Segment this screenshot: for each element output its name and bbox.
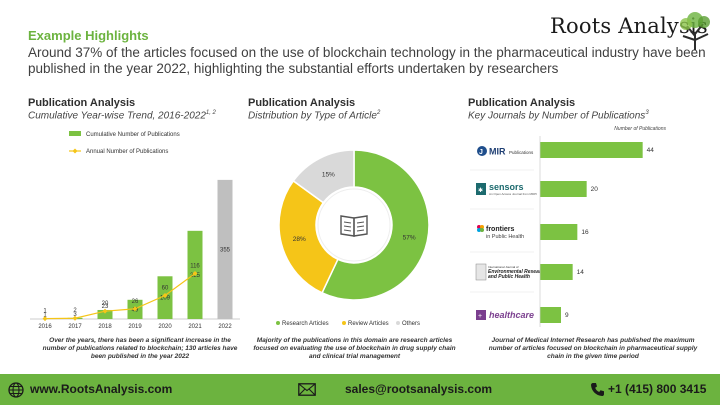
journals-panel-subtitle: Key Journals by Number of Publications3 (468, 110, 649, 122)
type-panel-subtitle: Distribution by Type of Article2 (248, 110, 381, 122)
page-headline: Around 37% of the articles focused on th… (28, 45, 706, 76)
trend-panel-subtitle: Cumulative Year-wise Trend, 2016-20221, … (28, 110, 216, 122)
legend-dot-others (396, 321, 400, 325)
legend-marker-annual (72, 148, 78, 154)
svg-text:healthcare: healthcare (489, 310, 534, 320)
slice-research-articles (321, 149, 430, 301)
journal-logo-sensors: ✱ sensors An Open Access Journal from MD… (476, 182, 537, 196)
point-annual-2019 (132, 306, 138, 312)
label-annual-2019: 26 (132, 299, 139, 305)
journal-logo-ijerph: International Journal of Environmental R… (475, 263, 547, 281)
bar-cumulative-2022 (217, 179, 233, 319)
line-annual (44, 273, 196, 320)
journal-logo-frontiers: frontiers in Public Health (477, 225, 524, 240)
label-cumulative-2018: 23 (102, 304, 109, 310)
globe-icon (8, 382, 24, 398)
legend-swatch-cumulative (69, 131, 81, 136)
book-icon (340, 215, 368, 237)
x-tick-2018: 2018 (98, 324, 112, 330)
point-annual-2020 (162, 292, 168, 298)
legend-label-cumulative: Cumulative Number of Publications (86, 132, 180, 138)
svg-text:sensors: sensors (489, 182, 524, 192)
bar-journal-3 (540, 264, 573, 280)
label-journal-4: 9 (565, 312, 569, 319)
label-cumulative-2022: 355 (220, 247, 231, 253)
x-tick-2021: 2021 (188, 324, 202, 330)
legend-label-others: Others (402, 321, 420, 327)
svg-text:✱: ✱ (478, 187, 483, 194)
company-logo[interactable]: Roots Analysis (545, 10, 715, 50)
legend-label-annual: Annual Number of Publications (86, 149, 168, 155)
svg-text:J: J (479, 149, 483, 156)
trend-chart: Cumulative Number of Publications Annual … (30, 131, 240, 330)
section-kicker: Example Highlights (28, 28, 149, 43)
label-journal-3: 14 (577, 269, 585, 276)
svg-text:An Open Access Journal from MD: An Open Access Journal from MDPI (489, 192, 537, 196)
journals-panel-title: Publication Analysis (468, 97, 576, 109)
slice-review-articles (278, 179, 339, 294)
x-tick-2020: 2020 (158, 324, 172, 330)
footer-email-link[interactable]: sales@rootsanalysis.com (345, 382, 493, 396)
type-panel-title: Publication Analysis (248, 97, 356, 109)
trend-caption: Over the years, there has been a signifi… (42, 337, 238, 360)
bar-journal-2 (540, 224, 578, 240)
bar-journal-0 (540, 142, 643, 158)
point-annual-2018 (102, 308, 108, 314)
footer-bar: www.RootsAnalysis.com sales@rootsanalysi… (0, 374, 720, 405)
type-donut-chart: 57% 28% 15% Research Articles Review Articl… (276, 149, 430, 327)
svg-text:+: + (478, 313, 482, 320)
label-cumulative-2016: 1 (43, 313, 47, 319)
journals-bar-chart: J MIR Publications ✱ sensors An Open Acc… (470, 126, 666, 327)
label-annual-2021: 116 (190, 264, 200, 270)
bar-journal-1 (540, 181, 587, 197)
point-annual-2017 (72, 315, 78, 321)
bar-cumulative-2018 (97, 309, 113, 319)
svg-text:frontiers: frontiers (486, 226, 515, 233)
svg-text:and Public Health: and Public Health (488, 274, 530, 280)
tree-icon (680, 12, 710, 50)
label-annual-2017: 2 (73, 308, 77, 314)
trend-panel-title: Publication Analysis (28, 97, 136, 109)
label-annual-2016: 1 (43, 309, 47, 315)
point-annual-2016 (42, 316, 48, 322)
point-annual-2021 (192, 271, 198, 277)
x-tick-2022: 2022 (218, 324, 232, 330)
svg-text:MIR: MIR (489, 147, 506, 157)
label-cumulative-2021: 225 (190, 273, 201, 279)
email-icon (298, 383, 316, 396)
label-journal-0: 44 (647, 147, 655, 154)
legend-dot-review-articles (342, 321, 346, 325)
svg-text:in Public Health: in Public Health (486, 234, 524, 240)
legend-label-research-articles: Research Articles (282, 321, 329, 327)
svg-text:International Journal of: International Journal of (488, 265, 519, 269)
journal-logo-jmir: J MIR Publications (477, 146, 534, 157)
slice-label-research-articles: 57% (403, 234, 416, 241)
slice-others (292, 149, 355, 204)
label-annual-2018: 20 (102, 301, 109, 307)
label-cumulative-2017: 3 (73, 312, 77, 318)
x-tick-2019: 2019 (128, 324, 142, 330)
value-axis-label: Number of Publications (614, 126, 666, 132)
slice-label-others: 15% (322, 172, 335, 179)
slice-label-review-articles: 28% (293, 236, 306, 243)
label-cumulative-2020: 109 (160, 296, 171, 302)
footer-phone-link[interactable]: +1 (415) 800 3415 (608, 382, 707, 396)
svg-text:Environmental Research: Environmental Research (488, 269, 547, 275)
label-journal-2: 16 (581, 229, 589, 236)
x-tick-2017: 2017 (68, 324, 82, 330)
x-tick-2016: 2016 (38, 324, 52, 330)
label-journal-1: 20 (591, 186, 599, 193)
footer-website-link[interactable]: www.RootsAnalysis.com (30, 382, 173, 396)
phone-icon (591, 383, 604, 396)
journal-logo-healthcare: + healthcare (476, 310, 534, 320)
bar-journal-4 (540, 307, 561, 323)
legend-label-review-articles: Review Articles (348, 321, 389, 327)
label-annual-2020: 60 (162, 285, 169, 291)
legend-dot-research-articles (276, 321, 280, 325)
svg-text:Publications: Publications (509, 150, 534, 155)
type-caption: Majority of the publications in this dom… (253, 337, 456, 360)
journals-caption: Journal of Medical Internet Research has… (488, 337, 698, 360)
